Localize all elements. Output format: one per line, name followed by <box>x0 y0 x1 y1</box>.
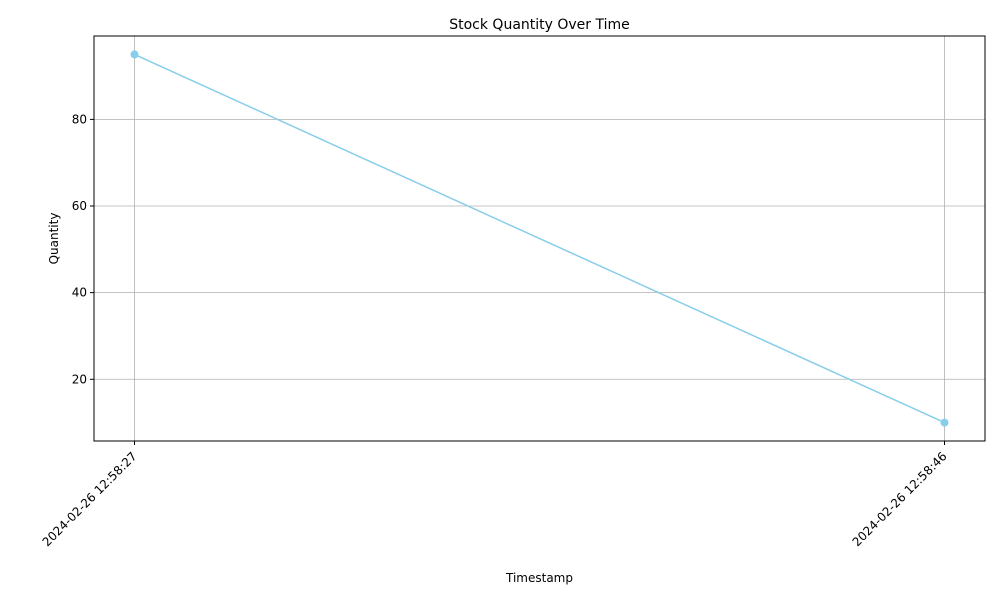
data-point <box>940 418 949 427</box>
y-axis-label: Quantity <box>47 213 61 265</box>
data-point <box>130 50 139 59</box>
y-tick-label: 40 <box>72 286 87 300</box>
x-tick-label: 2024-02-26 12:58:46 <box>850 449 950 549</box>
y-tick-label: 20 <box>72 372 87 386</box>
x-tick-label: 2024-02-26 12:58:27 <box>40 449 140 549</box>
series-line <box>134 53 945 424</box>
x-axis-label: Timestamp <box>505 571 573 585</box>
y-axis-ticks: 20 40 60 80 <box>72 112 94 386</box>
y-tick-label: 60 <box>72 199 87 213</box>
x-axis-ticks: 2024-02-26 12:58:27 2024-02-26 12:58:46 <box>40 441 950 549</box>
chart-title: Stock Quantity Over Time <box>449 17 630 33</box>
grid <box>94 36 985 441</box>
series-layer <box>130 50 949 427</box>
y-tick-label: 80 <box>72 112 87 126</box>
plot-frame <box>93 35 986 442</box>
